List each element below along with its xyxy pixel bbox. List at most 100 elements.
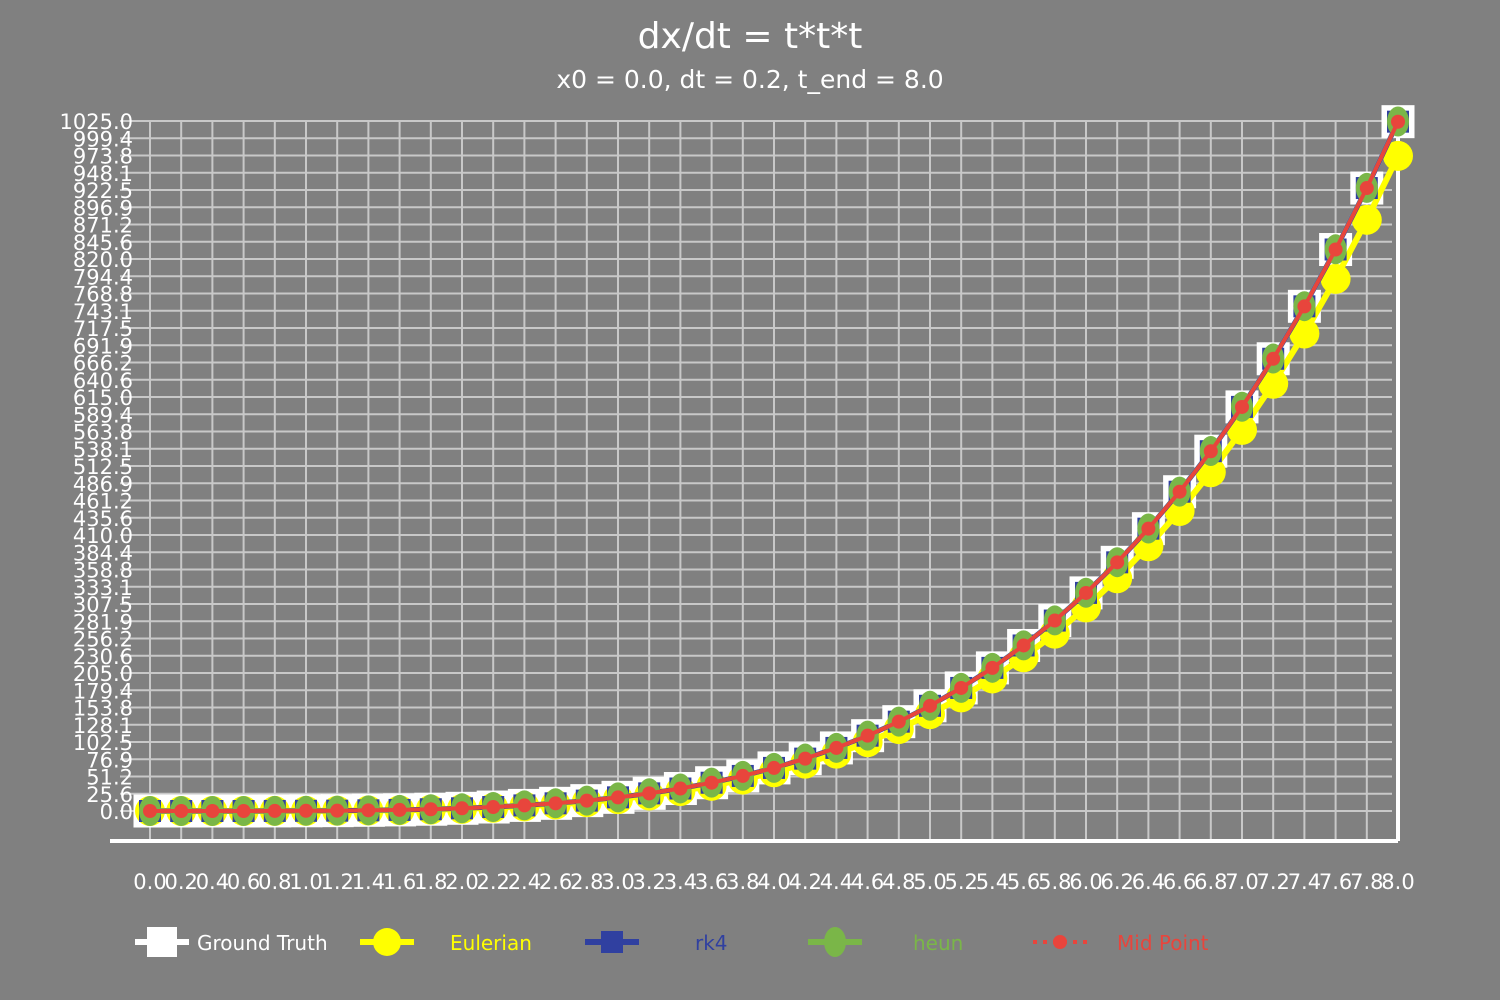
data-point — [923, 698, 937, 713]
x-tick-label: 2.8 — [570, 870, 603, 894]
y-tick-label: 768.8 — [73, 283, 133, 307]
y-tick-label: 205.0 — [73, 662, 133, 686]
x-tick-label: 7.0 — [1225, 870, 1258, 894]
legend: Ground Truth Eulerian rk4 heun Mid Point — [135, 927, 1209, 957]
x-tick-label: 1.4 — [352, 870, 385, 894]
data-point — [1141, 521, 1156, 536]
x-tick-label: 5.0 — [913, 870, 946, 894]
y-tick-label: 666.2 — [73, 352, 133, 376]
x-tick-label: 5.8 — [1038, 870, 1071, 894]
data-point — [767, 760, 781, 775]
x-tick-label: 1.2 — [320, 870, 353, 894]
y-tick-label: 871.2 — [73, 214, 133, 238]
series-mid-point — [143, 114, 1405, 818]
data-point — [1172, 484, 1187, 499]
data-point — [361, 803, 376, 818]
y-tick-label: 0.0 — [100, 800, 133, 824]
y-tick-label: 102.5 — [73, 731, 133, 755]
y-tick-label: 25.6 — [86, 783, 133, 807]
data-point — [1351, 204, 1382, 235]
chart-subtitle: x0 = 0.0, dt = 0.2, t_end = 8.0 — [556, 65, 943, 94]
y-tick-label: 230.6 — [73, 645, 133, 669]
x-tick-label: 4.6 — [851, 870, 884, 894]
legend-item-rk4: rk4 — [585, 931, 728, 955]
y-tick-label: 512.5 — [73, 455, 133, 479]
data-point — [1328, 242, 1343, 257]
data-point — [1383, 140, 1413, 171]
chart-title: dx/dt = t*t*t — [638, 16, 863, 57]
y-tick-label: 743.1 — [73, 300, 133, 324]
legend-label: rk4 — [695, 931, 728, 955]
data-point — [205, 804, 220, 818]
data-point — [611, 790, 625, 805]
legend-swatch-marker — [601, 931, 623, 953]
y-tick-label: 435.6 — [73, 507, 133, 531]
x-tick-label: 5.6 — [1007, 870, 1040, 894]
y-tick-label: 589.4 — [73, 403, 133, 427]
data-point — [829, 740, 844, 755]
x-tick-label: 6.0 — [1069, 870, 1102, 894]
data-point — [267, 803, 282, 818]
data-point — [330, 803, 345, 818]
data-point — [1235, 399, 1249, 414]
y-tick-label: 128.1 — [73, 714, 133, 738]
x-tick-label: 4.8 — [882, 870, 915, 894]
data-point — [735, 768, 750, 783]
data-point — [423, 802, 438, 817]
y-tick-label: 179.4 — [73, 679, 133, 703]
y-tick-label: 563.8 — [73, 421, 133, 445]
y-tick-label: 820.0 — [73, 248, 133, 272]
y-tick-label: 281.9 — [73, 610, 133, 634]
legend-swatch-marker — [373, 928, 401, 956]
data-point — [143, 804, 157, 818]
data-point — [673, 781, 688, 796]
data-point — [517, 798, 532, 813]
data-point — [1297, 299, 1312, 314]
x-tick-label: 0.0 — [133, 870, 166, 894]
x-tick-label: 6.8 — [1194, 870, 1227, 894]
y-tick-label: 358.8 — [73, 559, 133, 583]
x-tick-label: 2.0 — [445, 870, 478, 894]
x-tick-label: 0.6 — [227, 870, 260, 894]
y-tick-label: 691.9 — [73, 334, 133, 358]
x-tick-label: 3.6 — [695, 870, 728, 894]
x-tick-label: 0.2 — [164, 870, 197, 894]
x-tick-label: 8.0 — [1381, 870, 1414, 894]
data-point — [236, 804, 251, 818]
x-tick-label: 6.6 — [1163, 870, 1196, 894]
y-tick-label: 410.0 — [73, 524, 133, 548]
y-tick-label: 333.1 — [73, 576, 133, 600]
y-tick-label: 153.8 — [73, 697, 133, 721]
legend-label: heun — [913, 931, 963, 955]
y-tick-label: 256.2 — [73, 628, 133, 652]
data-point — [798, 751, 813, 766]
x-tick-label: 0.8 — [258, 870, 291, 894]
x-tick-label: 7.2 — [1256, 870, 1289, 894]
data-point — [548, 796, 563, 811]
legend-item-eulerian: Eulerian — [360, 928, 532, 956]
x-tick-label: 3.4 — [664, 870, 697, 894]
series — [133, 105, 1415, 828]
x-tick-label: 4.4 — [820, 870, 853, 894]
x-tick-label: 1.6 — [383, 870, 416, 894]
legend-item-ground-truth: Ground Truth — [135, 927, 328, 957]
x-tick-label: 4.0 — [757, 870, 790, 894]
legend-label: Mid Point — [1117, 931, 1209, 955]
y-tick-label: 1025.0 — [60, 110, 133, 134]
x-tick-label: 5.4 — [976, 870, 1009, 894]
data-point — [1266, 351, 1281, 366]
data-point — [1320, 263, 1351, 294]
data-point — [1016, 638, 1031, 653]
data-point — [455, 801, 469, 816]
data-point — [1203, 444, 1218, 459]
data-point — [1289, 318, 1320, 349]
y-tick-label: 845.6 — [73, 231, 133, 255]
x-tick-label: 6.2 — [1100, 870, 1133, 894]
data-point — [642, 786, 657, 801]
data-point — [1227, 414, 1257, 445]
y-tick-label: 896.9 — [73, 196, 133, 220]
y-tick-label: 922.5 — [73, 179, 133, 203]
data-point — [299, 803, 313, 818]
y-tick-label: 615.0 — [73, 386, 133, 410]
